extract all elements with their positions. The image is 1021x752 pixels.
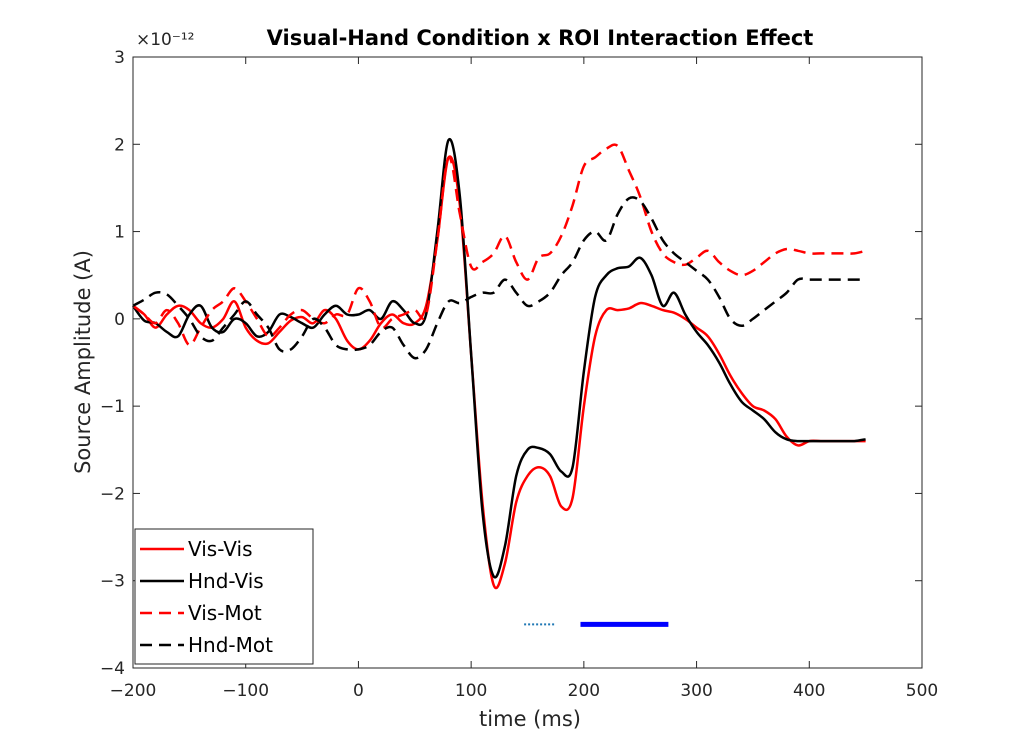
y-axis: −4 −3 −2 −1 0 1 2 3 bbox=[100, 48, 922, 679]
x-tick-label: −100 bbox=[222, 681, 269, 701]
series-line-hnd-mot bbox=[132, 196, 866, 360]
x-tick-label: 300 bbox=[680, 681, 712, 701]
y-tick-label: −3 bbox=[100, 572, 125, 592]
y-tick-label: −4 bbox=[100, 659, 125, 679]
chart-title: Visual-Hand Condition x ROI Interaction … bbox=[267, 26, 814, 50]
series-line-vis-mot bbox=[132, 143, 866, 347]
plot-content bbox=[131, 137, 866, 627]
y-exponent-label: ×10⁻¹² bbox=[136, 30, 194, 50]
x-tick-label: 400 bbox=[793, 681, 825, 701]
legend: Vis-Vis Hnd-Vis Vis-Mot Hnd-Mot bbox=[134, 528, 314, 665]
legend-label: Hnd-Vis bbox=[188, 569, 264, 593]
x-axis: −200 −100 0 100 200 300 400 500 bbox=[110, 57, 938, 701]
y-tick-label: 0 bbox=[114, 310, 125, 330]
series-line-vis-vis bbox=[132, 155, 866, 590]
y-tick-label: 1 bbox=[114, 223, 125, 243]
x-tick-label: −200 bbox=[110, 681, 157, 701]
series-line-hnd-vis bbox=[131, 137, 866, 579]
y-axis-label: Source Amplitude (A) bbox=[71, 250, 95, 474]
legend-box bbox=[134, 528, 314, 665]
legend-label: Vis-Vis bbox=[188, 537, 252, 561]
axes-box bbox=[132, 56, 923, 669]
y-tick-label: 2 bbox=[114, 135, 125, 155]
x-tick-label: 0 bbox=[353, 681, 364, 701]
x-tick-label: 200 bbox=[568, 681, 600, 701]
x-tick-label: 500 bbox=[906, 681, 938, 701]
y-tick-label: 3 bbox=[114, 48, 125, 68]
y-tick-label: −1 bbox=[100, 397, 125, 417]
x-tick-label: 100 bbox=[455, 681, 487, 701]
y-tick-label: −2 bbox=[100, 484, 125, 504]
legend-label: Vis-Mot bbox=[188, 601, 262, 625]
x-axis-label: time (ms) bbox=[479, 707, 581, 731]
legend-label: Hnd-Mot bbox=[188, 633, 273, 657]
